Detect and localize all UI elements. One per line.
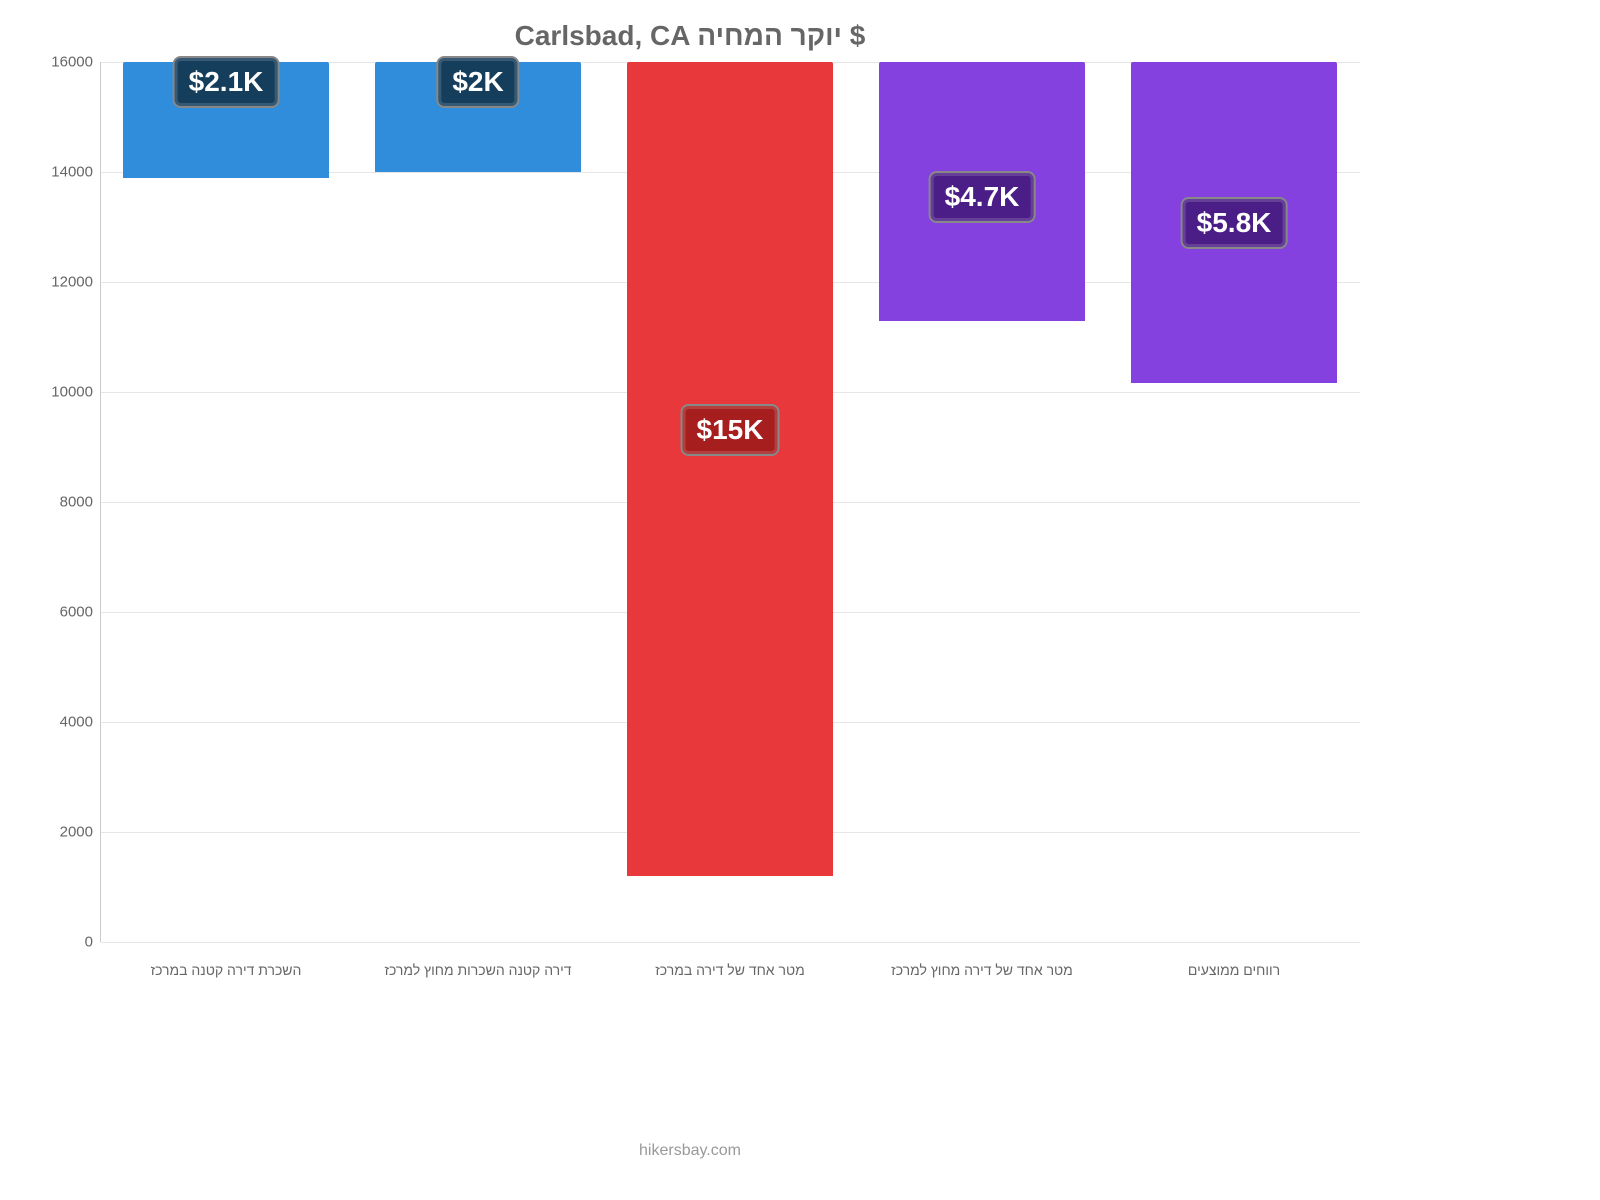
bar-value-label: $15K (681, 404, 780, 456)
bar-slot: $2K (352, 62, 604, 942)
y-tick-label: 4000 (60, 714, 101, 731)
bar-slot: $2.1K (100, 62, 352, 942)
y-tick-label: 16000 (51, 54, 101, 71)
x-axis-labels: השכרת דירה קטנה במרכזדירה קטנה השכרות מח… (100, 952, 1360, 1012)
plot-area: 0200040006000800010000120001400016000 $2… (100, 62, 1360, 1012)
x-tick-label: השכרת דירה קטנה במרכז (100, 952, 352, 1012)
y-tick-label: 2000 (60, 824, 101, 841)
bar-slot: $15K (604, 62, 856, 942)
bar-value-label: $2K (436, 56, 519, 108)
bar-slot: $5.8K (1108, 62, 1360, 942)
y-tick-label: 8000 (60, 494, 101, 511)
x-tick-label: רווחים ממוצעים (1108, 952, 1360, 1012)
bar: $15K (627, 62, 834, 876)
y-tick-label: 10000 (51, 384, 101, 401)
x-tick-label: דירה קטנה השכרות מחוץ למרכז (352, 952, 604, 1012)
y-tick-label: 0 (85, 934, 101, 951)
footer-attribution: hikersbay.com (0, 1142, 1380, 1160)
gridline (101, 942, 1360, 943)
bar: $4.7K (879, 62, 1086, 321)
bar: $5.8K (1131, 62, 1338, 383)
bar-value-label: $4.7K (929, 171, 1036, 223)
y-tick-label: 6000 (60, 604, 101, 621)
bar-value-label: $2.1K (173, 56, 280, 108)
chart-title: Carlsbad, CA יוקר המחיה $ (40, 20, 1340, 52)
bar: $2K (375, 62, 582, 172)
y-tick-label: 12000 (51, 274, 101, 291)
bar-slot: $4.7K (856, 62, 1108, 942)
x-tick-label: מטר אחד של דירה מחוץ למרכז (856, 952, 1108, 1012)
bar: $2.1K (123, 62, 330, 178)
y-tick-label: 14000 (51, 164, 101, 181)
bars-area: $2.1K $2K $15K $4.7K $5.8K (100, 62, 1360, 942)
x-tick-label: מטר אחד של דירה במרכז (604, 952, 856, 1012)
bar-value-label: $5.8K (1181, 197, 1288, 249)
chart-container: Carlsbad, CA יוקר המחיה $ 0 2000 4000 6000 8… (40, 20, 1340, 1070)
